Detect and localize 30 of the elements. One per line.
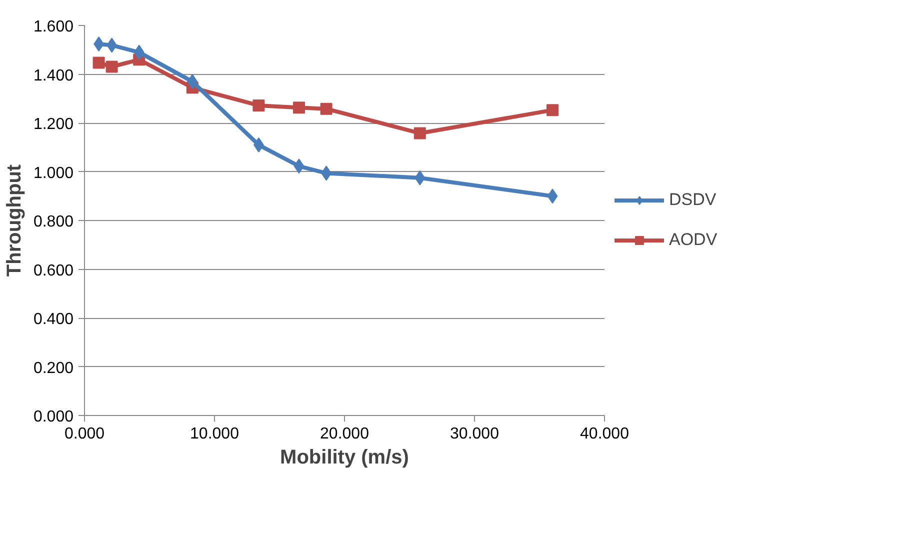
x-tick-label: 20.000 (320, 426, 370, 442)
point (293, 102, 305, 114)
y-tick-label: 0.600 (33, 262, 74, 280)
y-tick-label: 1.600 (33, 18, 74, 36)
y-tick-label: 1.000 (33, 164, 74, 182)
x-tick-label: 10.000 (190, 426, 240, 442)
point (187, 74, 198, 90)
point (294, 158, 304, 174)
point (106, 60, 118, 73)
y-tick-label: 1.200 (33, 116, 74, 133)
point (134, 44, 144, 60)
legend-label: DSDV (669, 190, 716, 210)
x-tick-label: 40.000 (580, 426, 630, 442)
point (252, 99, 265, 112)
legend-label: AODV (669, 230, 718, 250)
point (320, 102, 332, 115)
y-tick-label: 1.400 (33, 67, 74, 84)
y-axis-title: Throughput (3, 164, 26, 277)
y-tick-label: 0.800 (33, 214, 74, 230)
x-tick-label: 0.000 (64, 426, 105, 442)
point (92, 56, 105, 69)
point (547, 188, 558, 204)
y-tick-label: 0.400 (33, 311, 74, 328)
x-tick-label: 30.000 (450, 426, 500, 442)
point (414, 127, 426, 140)
point (546, 104, 558, 116)
y-tick-label: 0.200 (33, 360, 74, 377)
y-tick-label: 0.000 (33, 408, 74, 426)
x-axis-title: Mobility (m/s) (280, 446, 409, 468)
point (414, 170, 426, 186)
